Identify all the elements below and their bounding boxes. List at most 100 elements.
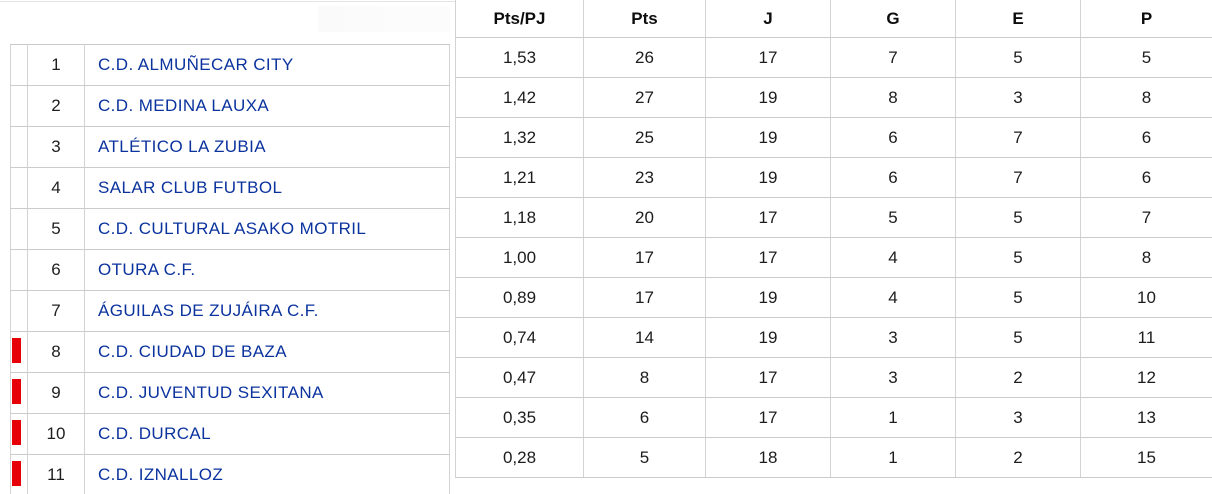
table-row: 11 C.D. IZNALLOZ bbox=[10, 455, 450, 494]
column-header-pts-pj: Pts/PJ bbox=[455, 0, 583, 37]
stats-row: 1,53 26 17 7 5 5 bbox=[455, 38, 1212, 78]
stats-row: 0,74 14 19 3 5 11 bbox=[455, 318, 1212, 358]
position-cell: 7 bbox=[28, 291, 85, 331]
pts-pj-cell: 1,53 bbox=[455, 38, 583, 77]
position-cell: 3 bbox=[28, 127, 85, 167]
marker-cell bbox=[10, 250, 28, 290]
e-cell: 3 bbox=[955, 78, 1080, 117]
pts-cell: 26 bbox=[583, 38, 705, 77]
team-name-link[interactable]: ÁGUILAS DE ZUJÁIRA C.F. bbox=[85, 291, 450, 331]
g-cell: 4 bbox=[830, 278, 955, 317]
erased-header-area bbox=[318, 6, 450, 32]
marker-cell bbox=[10, 291, 28, 331]
position-cell: 5 bbox=[28, 209, 85, 249]
j-cell: 17 bbox=[705, 38, 830, 77]
marker-cell bbox=[10, 414, 28, 454]
pts-cell: 17 bbox=[583, 278, 705, 317]
g-cell: 7 bbox=[830, 38, 955, 77]
j-cell: 19 bbox=[705, 318, 830, 357]
relegation-marker-icon bbox=[12, 461, 21, 486]
table-row: 1 C.D. ALMUÑECAR CITY bbox=[10, 45, 450, 86]
j-cell: 17 bbox=[705, 238, 830, 277]
relegation-marker-icon bbox=[12, 420, 21, 445]
table-row: 4 SALAR CLUB FUTBOL bbox=[10, 168, 450, 209]
p-cell: 6 bbox=[1080, 118, 1212, 157]
e-cell: 7 bbox=[955, 158, 1080, 197]
pts-pj-cell: 0,89 bbox=[455, 278, 583, 317]
stats-row: 0,89 17 19 4 5 10 bbox=[455, 278, 1212, 318]
e-cell: 5 bbox=[955, 278, 1080, 317]
e-cell: 5 bbox=[955, 38, 1080, 77]
stats-row: 1,21 23 19 6 7 6 bbox=[455, 158, 1212, 198]
j-cell: 18 bbox=[705, 438, 830, 477]
p-cell: 11 bbox=[1080, 318, 1212, 357]
p-cell: 5 bbox=[1080, 38, 1212, 77]
position-cell: 6 bbox=[28, 250, 85, 290]
j-cell: 19 bbox=[705, 78, 830, 117]
j-cell: 17 bbox=[705, 358, 830, 397]
marker-cell bbox=[10, 455, 28, 494]
relegation-marker-icon bbox=[12, 379, 21, 404]
column-header-p: P bbox=[1080, 0, 1212, 37]
team-name-link[interactable]: C.D. DURCAL bbox=[85, 414, 450, 454]
team-name-link[interactable]: OTURA C.F. bbox=[85, 250, 450, 290]
stats-row: 1,18 20 17 5 5 7 bbox=[455, 198, 1212, 238]
table-row: 3 ATLÉTICO LA ZUBIA bbox=[10, 127, 450, 168]
team-name-link[interactable]: C.D. JUVENTUD SEXITANA bbox=[85, 373, 450, 413]
marker-cell bbox=[10, 168, 28, 208]
p-cell: 15 bbox=[1080, 438, 1212, 477]
e-cell: 5 bbox=[955, 318, 1080, 357]
team-name-link[interactable]: C.D. ALMUÑECAR CITY bbox=[85, 45, 450, 85]
table-row: 7 ÁGUILAS DE ZUJÁIRA C.F. bbox=[10, 291, 450, 332]
pts-pj-cell: 1,18 bbox=[455, 198, 583, 237]
column-header-e: E bbox=[955, 0, 1080, 37]
pts-pj-cell: 1,42 bbox=[455, 78, 583, 117]
g-cell: 4 bbox=[830, 238, 955, 277]
pts-cell: 27 bbox=[583, 78, 705, 117]
table-row: 2 C.D. MEDINA LAUXA bbox=[10, 86, 450, 127]
team-name-link[interactable]: SALAR CLUB FUTBOL bbox=[85, 168, 450, 208]
stats-table: Pts/PJ Pts J G E P 1,53 26 17 7 5 5 1,42… bbox=[455, 0, 1212, 478]
team-name-link[interactable]: C.D. CIUDAD DE BAZA bbox=[85, 332, 450, 372]
team-name-link[interactable]: ATLÉTICO LA ZUBIA bbox=[85, 127, 450, 167]
pts-cell: 6 bbox=[583, 398, 705, 437]
position-cell: 2 bbox=[28, 86, 85, 126]
stats-row: 0,47 8 17 3 2 12 bbox=[455, 358, 1212, 398]
pts-cell: 8 bbox=[583, 358, 705, 397]
teams-table: 1 C.D. ALMUÑECAR CITY 2 C.D. MEDINA LAUX… bbox=[10, 44, 450, 494]
stats-row: 1,42 27 19 8 3 8 bbox=[455, 78, 1212, 118]
j-cell: 19 bbox=[705, 278, 830, 317]
team-name-link[interactable]: C.D. IZNALLOZ bbox=[85, 455, 450, 494]
table-row: 10 C.D. DURCAL bbox=[10, 414, 450, 455]
stats-row: 0,28 5 18 1 2 15 bbox=[455, 438, 1212, 478]
pts-pj-cell: 1,21 bbox=[455, 158, 583, 197]
p-cell: 10 bbox=[1080, 278, 1212, 317]
position-cell: 11 bbox=[28, 455, 85, 494]
table-row: 5 C.D. CULTURAL ASAKO MOTRIL bbox=[10, 209, 450, 250]
pts-pj-cell: 1,32 bbox=[455, 118, 583, 157]
team-name-link[interactable]: C.D. CULTURAL ASAKO MOTRIL bbox=[85, 209, 450, 249]
relegation-marker-icon bbox=[12, 338, 21, 363]
table-header-row: Pts/PJ Pts J G E P bbox=[455, 0, 1212, 38]
pts-cell: 23 bbox=[583, 158, 705, 197]
marker-cell bbox=[10, 332, 28, 372]
position-cell: 10 bbox=[28, 414, 85, 454]
marker-cell bbox=[10, 373, 28, 413]
position-cell: 1 bbox=[28, 45, 85, 85]
pts-pj-cell: 0,47 bbox=[455, 358, 583, 397]
marker-cell bbox=[10, 127, 28, 167]
g-cell: 1 bbox=[830, 438, 955, 477]
p-cell: 7 bbox=[1080, 198, 1212, 237]
g-cell: 3 bbox=[830, 318, 955, 357]
pts-pj-cell: 0,74 bbox=[455, 318, 583, 357]
g-cell: 6 bbox=[830, 158, 955, 197]
stats-row: 1,00 17 17 4 5 8 bbox=[455, 238, 1212, 278]
p-cell: 13 bbox=[1080, 398, 1212, 437]
pts-cell: 25 bbox=[583, 118, 705, 157]
g-cell: 3 bbox=[830, 358, 955, 397]
pts-cell: 17 bbox=[583, 238, 705, 277]
stats-row: 1,32 25 19 6 7 6 bbox=[455, 118, 1212, 158]
team-name-link[interactable]: C.D. MEDINA LAUXA bbox=[85, 86, 450, 126]
g-cell: 5 bbox=[830, 198, 955, 237]
